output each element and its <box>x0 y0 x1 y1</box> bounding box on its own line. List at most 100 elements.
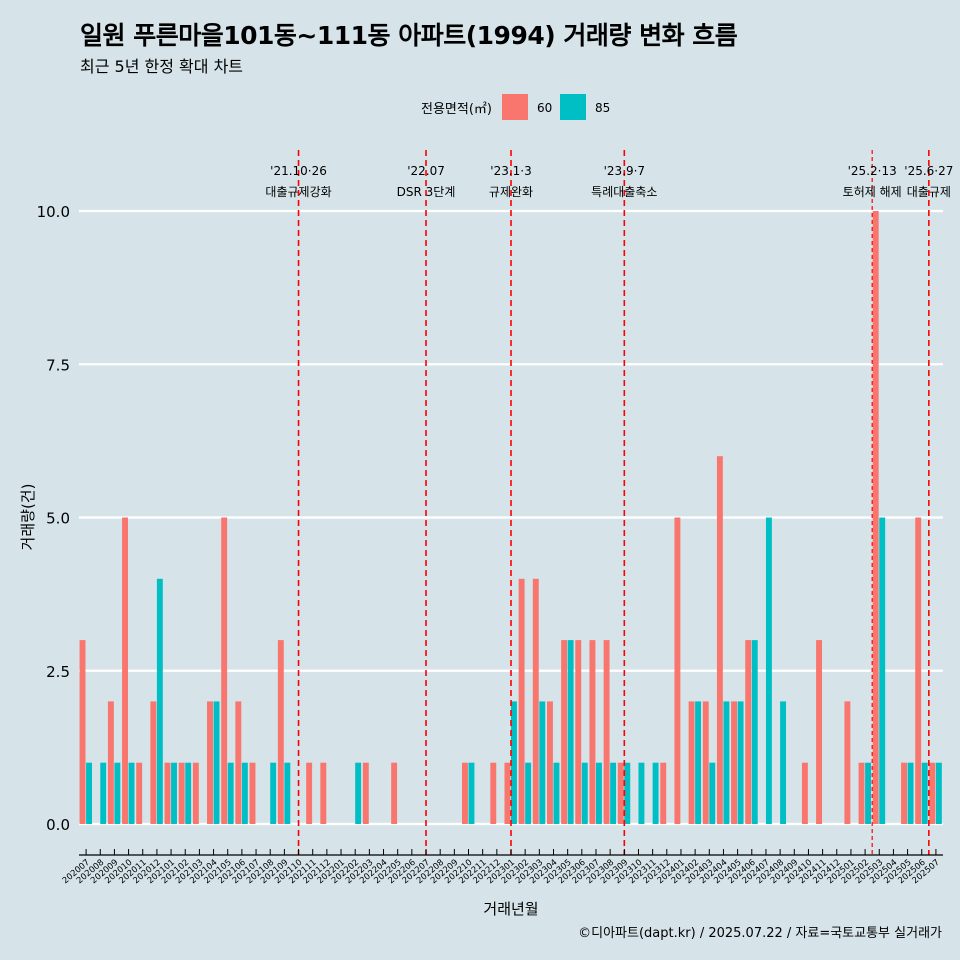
bar-85-202009 <box>114 762 121 824</box>
bar-60-202507 <box>929 762 936 824</box>
bar-60-202305 <box>561 640 568 824</box>
y-tick-label: 2.5 <box>46 663 70 681</box>
bar-85-202108 <box>270 762 277 824</box>
bar-85-202405 <box>737 701 744 824</box>
bar-85-202007 <box>86 762 92 824</box>
event-label-6: 대출규제 <box>907 185 951 199</box>
bar-85-202507 <box>935 762 942 824</box>
bar-85-202304 <box>553 762 560 824</box>
bar-85-202407 <box>765 517 772 824</box>
bar-60-202404 <box>716 456 723 824</box>
y-tick-label: 0.0 <box>46 816 70 834</box>
legend-title: 전용면적(㎡) <box>421 102 492 117</box>
bar-85-202101 <box>171 762 177 824</box>
bar-85-202202 <box>355 762 362 824</box>
bar-85-202303 <box>539 701 546 824</box>
event-label-2: DSR 3단계 <box>397 185 456 199</box>
event-label-5: 토허제 해제 <box>843 185 902 199</box>
bar-60-202405 <box>731 701 738 824</box>
bar-85-202106 <box>241 762 248 824</box>
bar-60-202312 <box>660 762 667 824</box>
bar-85-202309 <box>624 762 631 824</box>
bar-85-202308 <box>610 762 617 824</box>
bar-60-202011 <box>136 762 143 824</box>
event-label-4: 특례대출축소 <box>591 185 657 199</box>
bar-60-202102 <box>178 762 185 824</box>
bar-85-202306 <box>581 762 588 824</box>
bar-85-202307 <box>595 762 602 824</box>
bar-85-202302 <box>525 762 532 824</box>
bar-85-202404 <box>723 701 730 824</box>
y-tick-label: 5.0 <box>46 510 70 528</box>
y-tick-label: 10.0 <box>37 203 70 221</box>
event-date-1: '21.10·26 <box>270 164 327 178</box>
event-date-3: '23.1·3 <box>490 164 531 178</box>
bar-85-202104 <box>213 701 220 824</box>
bar-85-202210 <box>468 762 475 824</box>
bar-85-202109 <box>284 762 291 824</box>
bar-60-202010 <box>122 517 128 824</box>
event-date-6: '25.6·27 <box>904 164 953 178</box>
bar-60-202503 <box>872 211 879 824</box>
bar-85-202503 <box>879 517 886 824</box>
chart-title: 일원 푸른마을101동~111동 아파트(1994) 거래량 변화 흐름 <box>80 21 738 50</box>
bar-60-202205 <box>391 762 398 824</box>
bar-60-202212 <box>490 762 497 824</box>
bar-85-202010 <box>128 762 135 824</box>
legend-swatch-60 <box>502 94 528 120</box>
bar-60-202304 <box>546 701 553 824</box>
bar-60-202309 <box>617 762 624 824</box>
bar-60-202101 <box>164 762 171 824</box>
bar-60-202406 <box>745 640 752 824</box>
bar-60-202403 <box>702 701 709 824</box>
legend-swatch-85 <box>560 94 586 120</box>
bar-60-202501 <box>844 701 851 824</box>
bar-85-202505 <box>907 762 914 824</box>
bar-60-202109 <box>277 640 284 824</box>
event-markers: '21.10·26 대출규제강화 '22.07 DSR 3단계 '23.1·3 규제완화 '… <box>265 150 953 855</box>
event-date-4: '23.9·7 <box>604 164 645 178</box>
bar-85-202102 <box>185 762 192 824</box>
bar-85-202105 <box>227 762 234 824</box>
bar-85-202012 <box>156 578 163 824</box>
bar-60-202502 <box>858 762 865 824</box>
bar-60-202009 <box>107 701 114 824</box>
bar-85-202506 <box>921 762 928 824</box>
bar-60-202103 <box>192 762 199 824</box>
legend-label-60: 60 <box>537 101 552 115</box>
bar-85-202311 <box>652 762 659 824</box>
bar-60-202411 <box>816 640 823 824</box>
bar-60-202410 <box>801 762 808 824</box>
bar-60-202104 <box>207 701 213 824</box>
bar-60-202306 <box>575 640 582 824</box>
bar-85-202402 <box>695 701 702 824</box>
bar-60-202505 <box>901 762 907 824</box>
bar-60-202203 <box>362 762 369 824</box>
bar-60-202107 <box>249 762 256 824</box>
bar-60-202112 <box>320 762 327 824</box>
bar-85-202301 <box>511 701 517 824</box>
legend: 전용면적(㎡) 60 85 <box>421 94 610 120</box>
bars <box>79 211 942 824</box>
bar-60-202210 <box>461 762 468 824</box>
bar-60-202307 <box>589 640 596 824</box>
event-date-2: '22.07 <box>407 164 445 178</box>
bar-60-202308 <box>603 640 610 824</box>
bar-85-202406 <box>751 640 758 824</box>
event-label-1: 대출규제강화 <box>265 185 331 199</box>
bar-60-202111 <box>306 762 313 824</box>
bar-85-202502 <box>865 762 872 824</box>
y-axis-tick-labels: 0.0 2.5 5.0 7.5 10.0 <box>37 203 70 834</box>
bar-60-202402 <box>688 701 695 824</box>
y-tick-label: 7.5 <box>46 356 70 374</box>
source-credit: ©디아파트(dapt.kr) / 2025.07.22 / 자료=국토교통부 실… <box>578 926 942 941</box>
bar-60-202303 <box>532 578 539 824</box>
legend-label-85: 85 <box>595 101 610 115</box>
bar-60-202106 <box>235 701 242 824</box>
bar-60-202301 <box>504 762 511 824</box>
bar-85-202008 <box>100 762 107 824</box>
bar-60-202012 <box>150 701 157 824</box>
bar-85-202403 <box>709 762 716 824</box>
bar-60-202506 <box>915 517 922 824</box>
